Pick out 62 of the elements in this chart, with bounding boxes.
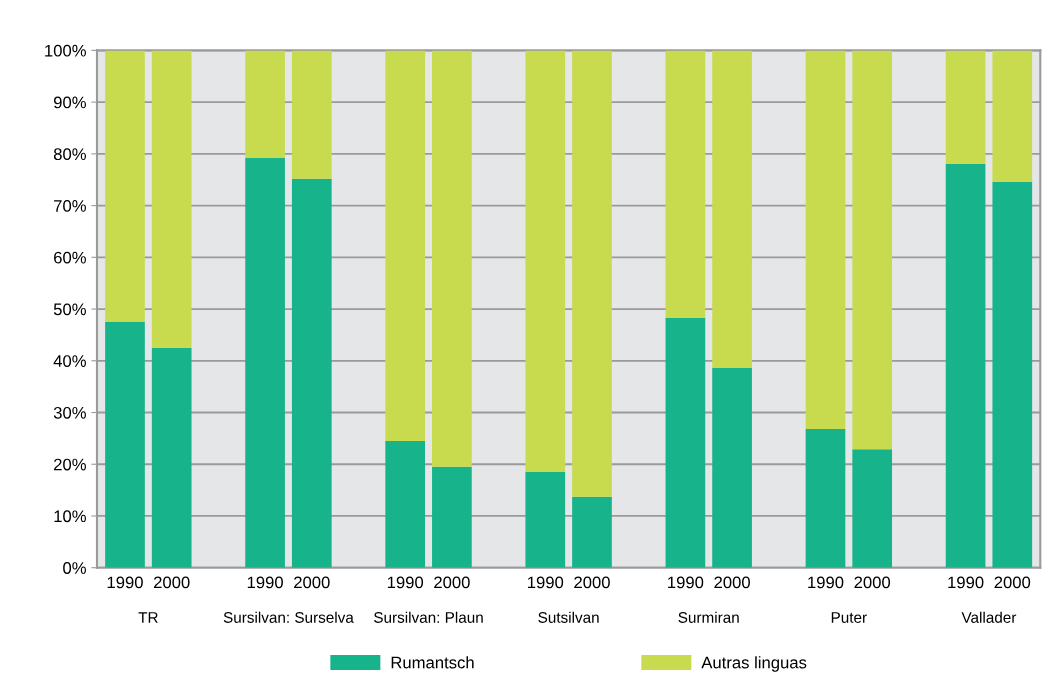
- bar: [805, 50, 846, 430]
- bar: [385, 440, 426, 568]
- y-tick-label: 90%: [53, 96, 86, 109]
- bar: [432, 50, 472, 467]
- bar: [105, 321, 145, 568]
- bar: [712, 50, 752, 369]
- text: TR: [138, 612, 158, 623]
- bar: [665, 317, 706, 568]
- bar: [291, 50, 332, 179]
- y-tick-label: 50%: [53, 303, 86, 316]
- bar: [992, 181, 1033, 568]
- bar: [665, 50, 706, 318]
- x-tick-label: 2000: [994, 576, 1031, 589]
- bar: [525, 50, 566, 472]
- x-tick-label: 1990: [387, 576, 424, 589]
- bar: [572, 496, 612, 568]
- legend-label: Rumantsch: [391, 656, 474, 669]
- y-tick-label: 100%: [45, 44, 86, 57]
- legend-label: Autras linguas: [701, 656, 807, 672]
- bar: [805, 429, 846, 568]
- bar: [945, 50, 986, 164]
- y-tick-label: 30%: [53, 406, 86, 419]
- y-tick-label: 10%: [54, 510, 86, 523]
- bar: [151, 50, 192, 348]
- x-tick-label: 2000: [574, 576, 610, 589]
- bar: [525, 472, 566, 568]
- y-tick-label: 80%: [53, 148, 86, 161]
- bar: [245, 50, 285, 158]
- text: Sutsilvan: [538, 611, 599, 623]
- text: Sursilvan: Plaun: [374, 611, 483, 623]
- y-tick-label: 0%: [63, 562, 86, 574]
- x-tick-label: 1990: [247, 576, 283, 589]
- text: Vallader: [961, 611, 1017, 623]
- x-tick-label: 1990: [107, 576, 143, 589]
- bar: [992, 50, 1033, 182]
- y-tick-label: 40%: [53, 355, 86, 367]
- bar: [852, 50, 893, 450]
- bar: [945, 163, 986, 568]
- bar: [245, 158, 285, 568]
- bar: [852, 449, 893, 568]
- x-tick-label: 2000: [854, 576, 891, 589]
- bar: [712, 368, 752, 568]
- x-tick-label: 1990: [668, 576, 704, 589]
- bar: [572, 50, 612, 497]
- text: Surmiran: [678, 611, 739, 623]
- text: Puter: [831, 612, 867, 623]
- x-tick-label: 2000: [153, 576, 190, 589]
- y-tick-label: 70%: [54, 199, 86, 212]
- x-tick-label: 1990: [528, 576, 564, 589]
- y-tick-label: 20%: [54, 458, 86, 471]
- text: Sursilvan: Surselva: [223, 611, 354, 623]
- bar: [151, 347, 192, 568]
- bar: [291, 178, 332, 568]
- x-tick-label: 1990: [948, 576, 984, 589]
- y-tick-label: 60%: [54, 251, 86, 264]
- bar: [432, 466, 472, 568]
- x-tick-label: 2000: [714, 576, 750, 589]
- bar: [105, 50, 145, 322]
- bar: [385, 50, 426, 441]
- x-tick-label: 2000: [294, 576, 330, 589]
- x-tick-label: 1990: [808, 576, 844, 589]
- x-tick-label: 2000: [434, 576, 470, 589]
